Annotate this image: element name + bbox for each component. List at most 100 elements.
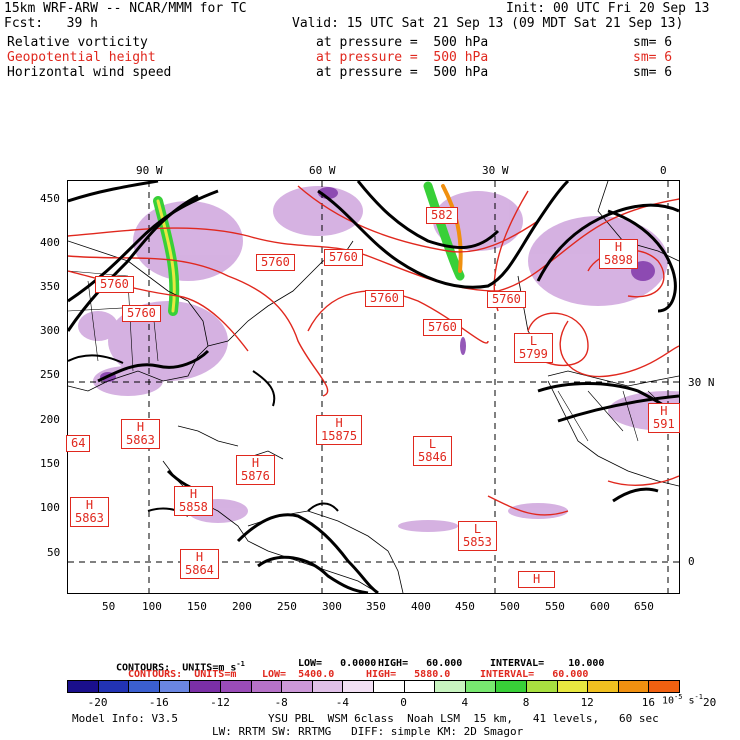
x-tick: 650: [634, 600, 654, 613]
y-tick: 350: [40, 280, 60, 293]
contours-wind-high: HIGH= 60.000: [378, 658, 463, 669]
height-contours: [68, 185, 679, 516]
field-level-height: at pressure = 500 hPa: [316, 50, 489, 65]
field-sm-height: sm= 6: [633, 50, 673, 65]
contours-height-interval: INTERVAL= 60.000: [480, 669, 589, 680]
radiation-info: LW: RRTM SW: RRTMG DIFF: simple KM: 2D S…: [212, 725, 524, 738]
y-tick: 50: [47, 546, 61, 559]
colorbar-tick-label: 0: [400, 696, 407, 709]
contours-wind-label: CONTOURS: UNITS=m s-1: [116, 660, 245, 674]
field-sm-vorticity: sm= 6: [633, 35, 673, 50]
colorbar-swatch: [158, 680, 191, 693]
graticule: [68, 181, 679, 593]
height-high-label: H: [518, 571, 556, 588]
y-tick: 100: [40, 501, 60, 514]
colorbar-swatch: [464, 680, 497, 693]
field-name-wind: Horizontal wind speed: [7, 65, 172, 80]
y-tick: 450: [40, 192, 60, 205]
lat-label-30n: 30 N: [688, 376, 715, 389]
colorbar-tick-label: 20: [702, 696, 717, 709]
contours-height-label: CONTOURS: UNITS=m: [128, 669, 237, 680]
height-label: 5760: [423, 319, 462, 336]
x-tick: 150: [187, 600, 207, 613]
colorbar-tick-label: 12: [580, 696, 594, 709]
height-high-label: H 591: [648, 403, 680, 433]
x-tick: 350: [366, 600, 386, 613]
y-tick: 400: [40, 236, 60, 249]
contours-height-high: HIGH= 5880.0: [366, 669, 451, 680]
field-name-vorticity: Relative vorticity: [7, 35, 148, 50]
colorbar-swatch: [281, 680, 313, 693]
height-label: 5760: [95, 276, 134, 293]
x-tick: 300: [322, 600, 342, 613]
colorbar-swatch: [495, 680, 527, 693]
field-name-height: Geopotential height: [7, 50, 156, 65]
colorbar-units: 10-5 s-1: [662, 693, 703, 707]
height-label: 582: [426, 207, 458, 224]
colorbar-swatch: [587, 680, 619, 693]
x-tick: 100: [142, 600, 162, 613]
init-time: Init: 00 UTC Fri 20 Sep 13: [506, 1, 710, 16]
colorbar-swatch: [250, 680, 283, 693]
height-high-label: H 5898: [599, 239, 638, 269]
colorbar-swatch: [342, 680, 374, 693]
field-level-wind: at pressure = 500 hPa: [316, 65, 489, 80]
x-tick: 550: [545, 600, 565, 613]
colorbar-swatch: [189, 680, 221, 693]
valid-time: Valid: 15 UTC Sat 21 Sep 13 (09 MDT Sat …: [292, 16, 684, 31]
field-level-vorticity: at pressure = 500 hPa: [316, 35, 489, 50]
y-tick: 150: [40, 457, 60, 470]
model-title: 15km WRF-ARW -- NCAR/MMM for TC: [4, 1, 247, 16]
field-sm-wind: sm= 6: [633, 65, 673, 80]
lat-label-0: 0: [688, 555, 695, 568]
x-tick: 50: [102, 600, 116, 613]
y-tick: 200: [40, 413, 60, 426]
lon-label-60w: 60 W: [309, 164, 336, 177]
colorbar-swatch: [373, 680, 405, 693]
height-low-label: L 5799: [514, 333, 553, 363]
y-tick: 250: [40, 368, 60, 381]
x-tick: 250: [277, 600, 297, 613]
x-tick: 450: [455, 600, 475, 613]
lon-label-90w: 90 W: [136, 164, 163, 177]
colorbar-swatch: [648, 680, 680, 693]
height-low-label: L 5853: [458, 521, 497, 551]
height-high-label: H 5864: [180, 549, 219, 579]
contours-wind-low: LOW= 0.0000: [298, 658, 377, 669]
height-high-label: H 15875: [316, 415, 363, 445]
wind-shading: [153, 181, 465, 316]
height-label: 5760: [256, 254, 295, 271]
colorbar-swatch: [220, 680, 252, 693]
x-tick: 200: [232, 600, 252, 613]
colorbar-swatch: [403, 680, 436, 693]
x-tick: 600: [590, 600, 610, 613]
colorbar-tick-label: -8: [274, 696, 288, 709]
colorbar-tick-label: 16: [641, 696, 656, 709]
height-label: 5760: [487, 291, 526, 308]
height-label: 5760: [365, 290, 404, 307]
map-canvas: [68, 181, 679, 593]
contours-height-low: LOW= 5400.0: [262, 669, 335, 680]
x-tick: 400: [411, 600, 431, 613]
model-info: Model Info: V3.5: [72, 712, 178, 725]
colorbar-tick-label: -16: [148, 696, 169, 709]
x-tick: 500: [500, 600, 520, 613]
lon-label-30w: 30 W: [482, 164, 509, 177]
height-low-label: L 5846: [413, 436, 452, 466]
colorbar-swatch: [526, 680, 558, 693]
colorbar-swatch: [617, 680, 650, 693]
colorbar-tick-label: -4: [335, 696, 350, 709]
colorbar-swatch: [67, 680, 99, 693]
colorbar-swatch: [97, 680, 130, 693]
physics-info: YSU PBL WSM 6class Noah LSM 15 km, 41 le…: [268, 712, 659, 725]
colorbar-swatch: [128, 680, 160, 693]
wind-contours: [68, 181, 679, 593]
colorbar-swatch: [434, 680, 466, 693]
lon-label-0: 0: [660, 164, 667, 177]
height-label: 5760: [324, 249, 363, 266]
height-label: 5760: [122, 305, 161, 322]
colorbar-tick-label: 4: [461, 696, 469, 709]
height-high-label: H 5863: [70, 497, 109, 527]
height-high-label: H 5858: [174, 486, 213, 516]
contours-wind-interval: INTERVAL= 10.000: [490, 658, 605, 669]
